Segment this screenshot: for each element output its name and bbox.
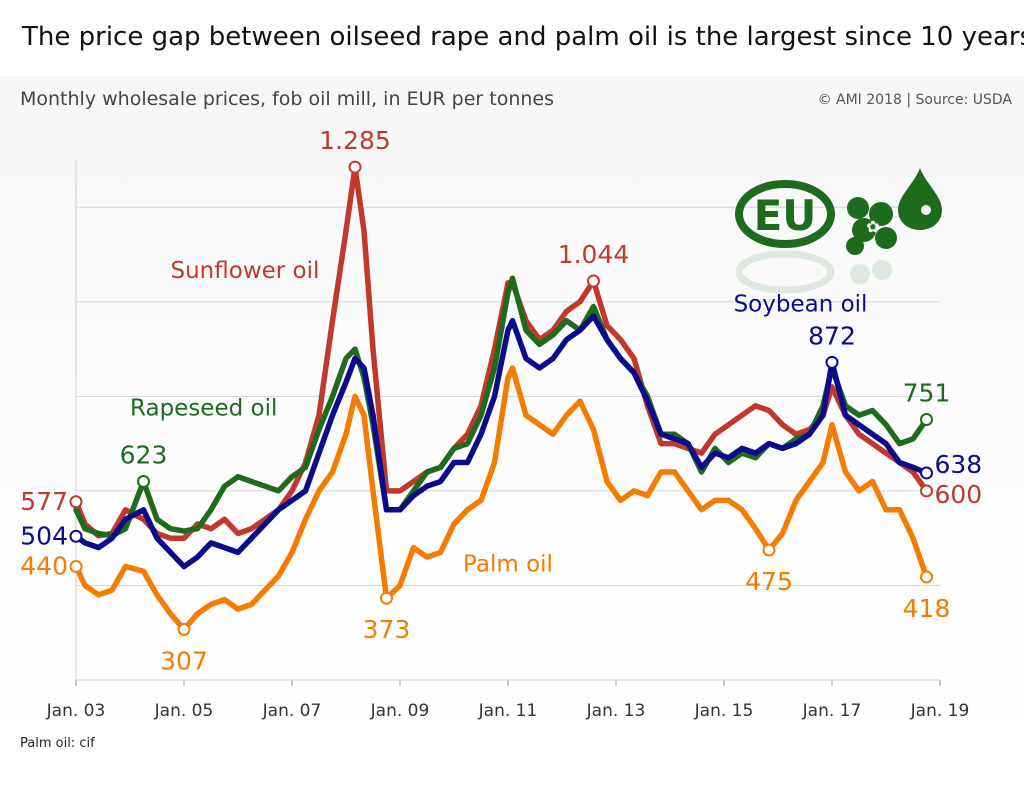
marker-layer — [69, 160, 933, 636]
footnote: Palm oil: cif — [20, 736, 95, 751]
clover-icon: ✿ — [846, 197, 897, 255]
value-marker — [920, 413, 933, 427]
x-tick-label: Jan. 15 — [694, 701, 754, 721]
series-label-sunflower-oil: Sunflower oil — [171, 258, 320, 284]
value-marker — [920, 484, 933, 498]
value-marker — [587, 274, 600, 288]
eu-logo: EU ✿ — [735, 168, 942, 294]
x-tick-label: Jan. 03 — [46, 701, 106, 721]
series-line-soybean-oil — [73, 313, 930, 570]
value-label: 577 — [20, 487, 68, 516]
series-label-palm-oil: Palm oil — [463, 551, 553, 577]
value-marker — [177, 622, 191, 636]
value-label: 1.285 — [319, 126, 391, 155]
value-label: 872 — [808, 321, 856, 350]
eu-badge-reflection — [735, 250, 835, 294]
chart-panel — [0, 76, 1024, 756]
x-tick-label: Jan. 07 — [262, 701, 322, 721]
series-label-soybean-oil: Soybean oil — [734, 291, 868, 317]
value-label: 623 — [120, 440, 168, 469]
value-marker — [920, 466, 933, 480]
value-marker — [920, 570, 933, 584]
x-tick-label: Jan. 11 — [478, 701, 538, 721]
value-label: 475 — [745, 567, 793, 596]
series-label-rapeseed-oil: Rapeseed oil — [130, 395, 277, 421]
x-axis: Jan. 03 Jan. 05 Jan. 07 Jan. 09 Jan. 11 Jan. … — [46, 680, 970, 721]
x-tick-label: Jan. 05 — [154, 701, 214, 721]
series-label-layer: Sunflower oil Rapeseed oil Soybean oil Palm… — [130, 258, 867, 577]
svg-text:✿: ✿ — [866, 217, 879, 236]
x-tick-label: Jan. 17 — [802, 701, 862, 721]
value-label: 1.044 — [558, 240, 630, 269]
eu-badge-icon: EU — [735, 180, 835, 248]
value-label: 373 — [363, 615, 411, 644]
chart-subtitle: Monthly wholesale prices, fob oil mill, … — [20, 88, 555, 110]
value-label: 751 — [903, 379, 951, 408]
series-line-palm-oil — [73, 365, 930, 633]
value-label: 307 — [160, 646, 208, 675]
value-marker — [137, 474, 150, 488]
value-marker — [69, 560, 83, 574]
value-label: 440 — [20, 552, 68, 581]
value-marker — [762, 543, 776, 557]
drop-icon — [898, 168, 942, 230]
value-marker — [380, 591, 393, 605]
x-tick-label: Jan. 19 — [910, 701, 970, 721]
value-marker — [348, 160, 362, 174]
value-label: 504 — [20, 521, 68, 550]
clover-icon-reflection — [850, 260, 892, 284]
main-title: The price gap between oilseed rape and p… — [22, 22, 1024, 52]
value-marker — [69, 529, 83, 543]
series-layer — [73, 164, 930, 633]
value-label: 600 — [935, 480, 983, 509]
value-marker — [825, 355, 839, 369]
eu-logo-text: EU — [754, 191, 817, 240]
value-label: 418 — [903, 594, 951, 623]
chart-source: © AMI 2018 | Source: USDA — [817, 92, 1012, 108]
x-tick-label: Jan. 13 — [586, 701, 646, 721]
x-tick-label: Jan. 09 — [370, 701, 430, 721]
value-marker — [69, 495, 83, 509]
value-label: 638 — [935, 450, 983, 479]
